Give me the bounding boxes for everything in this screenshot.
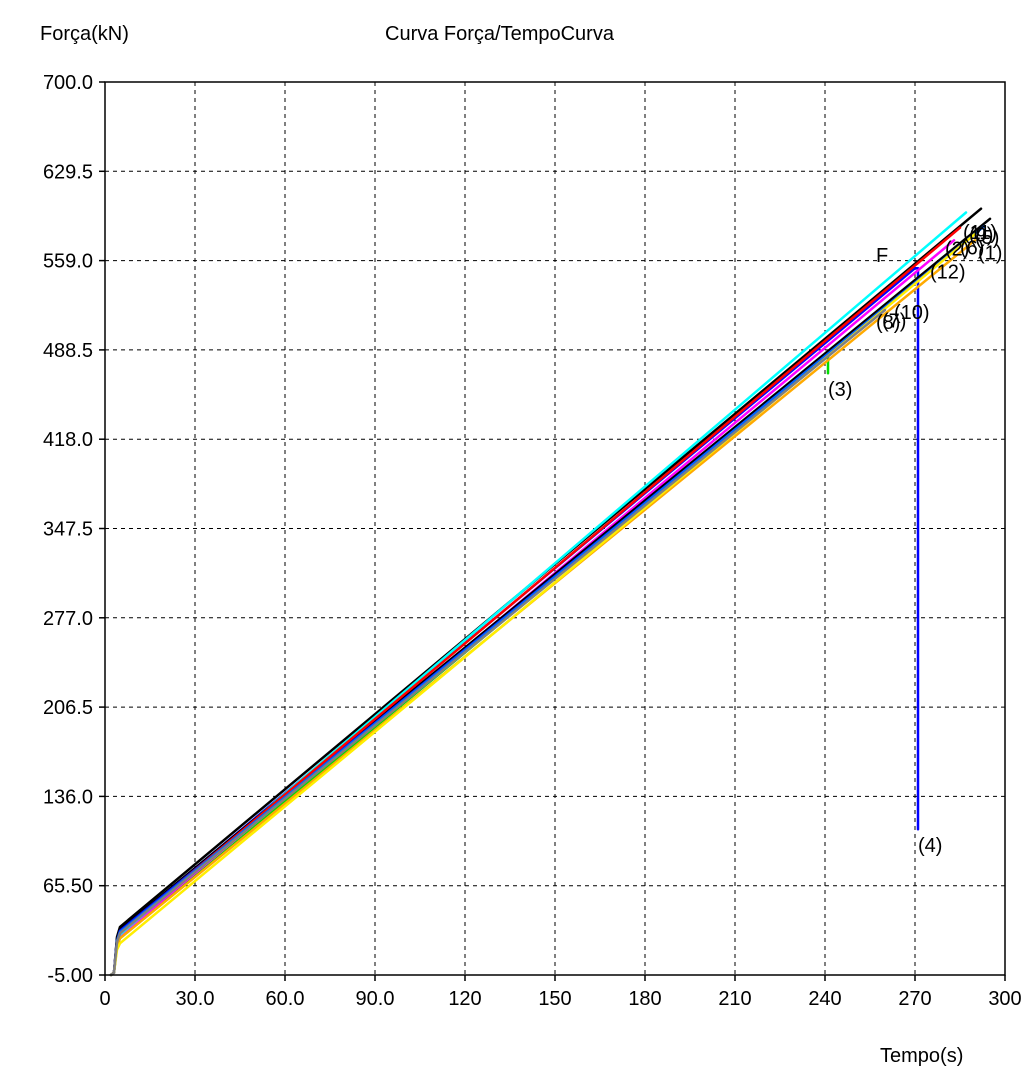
series-label: (9) bbox=[969, 225, 993, 247]
x-axis-label: Tempo(s) bbox=[880, 1045, 963, 1067]
x-tick-label: 240 bbox=[808, 988, 841, 1010]
y-tick-label: 136.0 bbox=[43, 786, 93, 808]
y-tick-label: 488.5 bbox=[43, 340, 93, 362]
axes bbox=[99, 81, 1006, 981]
x-tick-label: 180 bbox=[628, 988, 661, 1010]
y-tick-label: 206.5 bbox=[43, 697, 93, 719]
grid-lines bbox=[105, 82, 1005, 975]
series-label: (7) bbox=[882, 311, 906, 333]
x-tick-labels: 0 30.0 60.0 90.0 120 150 180 210 240 270 300 bbox=[99, 988, 1021, 1010]
y-tick-labels: -5.00 65.50 136.0 206.5 277.0 347.5 418.0 488.5… bbox=[43, 72, 93, 987]
x-tick-label: 0 bbox=[99, 988, 110, 1010]
series-line bbox=[109, 239, 977, 977]
series-label: (1) bbox=[978, 242, 1002, 264]
y-tick-label: 559.0 bbox=[43, 251, 93, 273]
series-line bbox=[109, 226, 962, 977]
y-tick-label: 65.50 bbox=[43, 876, 93, 898]
series-line bbox=[109, 266, 920, 977]
series-label: (12) bbox=[930, 261, 966, 283]
series-label: (10) bbox=[894, 302, 930, 324]
chart-title: Curva Força/TempoCurva bbox=[385, 23, 615, 45]
x-tick-label: 120 bbox=[448, 988, 481, 1010]
x-tick-label: 270 bbox=[898, 988, 931, 1010]
y-tick-label: 277.0 bbox=[43, 608, 93, 630]
x-tick-label: 210 bbox=[718, 988, 751, 1010]
series-label: (4) bbox=[918, 835, 942, 857]
annotation-label: F bbox=[876, 245, 888, 267]
y-tick-label: 418.0 bbox=[43, 429, 93, 451]
y-tick-label: -5.00 bbox=[47, 965, 93, 987]
x-tick-label: 150 bbox=[538, 988, 571, 1010]
x-tick-label: 90.0 bbox=[356, 988, 395, 1010]
series-label: (8) bbox=[876, 312, 900, 334]
y-tick-label: 629.5 bbox=[43, 161, 93, 183]
series-label: (5) bbox=[975, 227, 999, 249]
x-tick-label: 300 bbox=[988, 988, 1021, 1010]
series-label: (6) bbox=[960, 237, 984, 259]
x-tick-label: 30.0 bbox=[176, 988, 215, 1010]
x-tick-label: 60.0 bbox=[266, 988, 305, 1010]
series-lines bbox=[109, 207, 992, 977]
series-label: (2) bbox=[945, 239, 969, 261]
y-tick-label: 347.5 bbox=[43, 519, 93, 541]
series-labels: (4) (3) (12) (8)(10) (11)(9)(2)(6)(5)(1) (7) F bbox=[828, 222, 1002, 857]
series-label: (3) bbox=[828, 379, 852, 401]
y-tick-label: 700.0 bbox=[43, 72, 93, 94]
series-label: (11) bbox=[963, 222, 997, 244]
series-line bbox=[109, 308, 887, 977]
y-axis-label: Força(kN) bbox=[40, 23, 129, 45]
